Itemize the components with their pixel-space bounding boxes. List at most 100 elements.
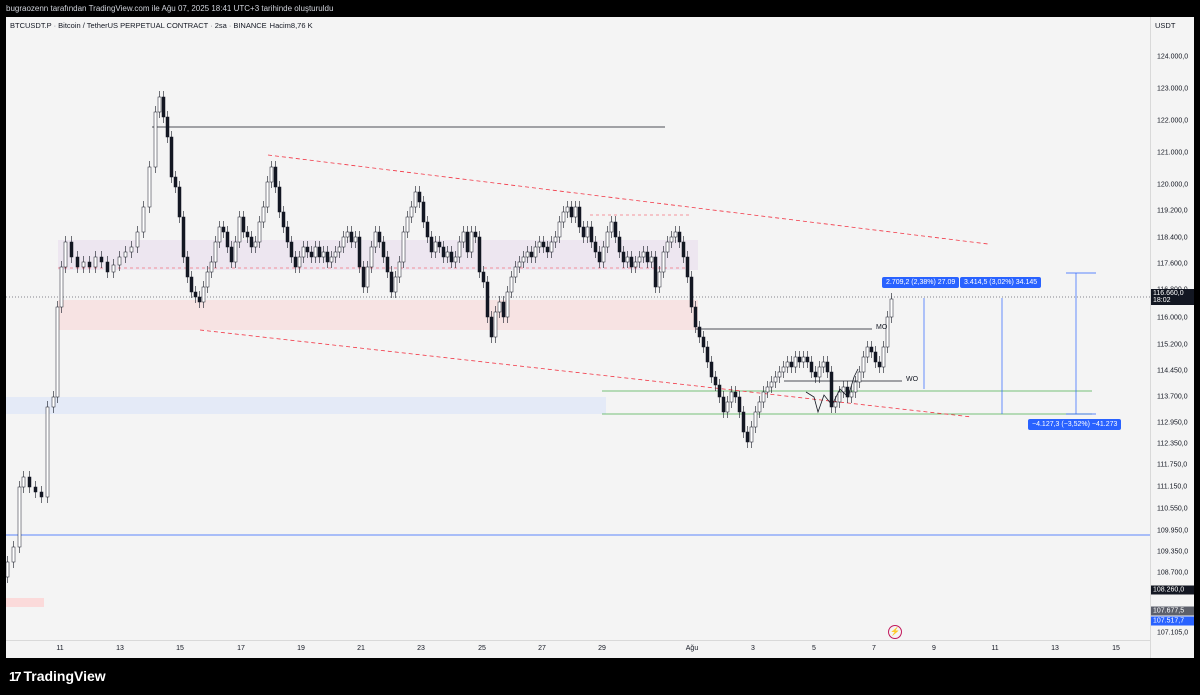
- candle-up: [517, 261, 522, 268]
- candle-down: [361, 266, 366, 288]
- candle-up: [297, 256, 302, 268]
- brand-name: TradingView: [23, 668, 106, 684]
- candle-up: [865, 346, 870, 358]
- candle-up: [81, 261, 86, 268]
- time-tick: 9: [932, 645, 936, 652]
- candle-down: [541, 241, 546, 248]
- candle-down: [429, 236, 434, 253]
- candle-down: [449, 251, 454, 263]
- candle-down: [689, 276, 694, 308]
- candle-down: [681, 241, 686, 258]
- candle-down: [597, 251, 602, 263]
- price-tick: 115.200,0: [1157, 341, 1188, 349]
- time-tick: 17: [237, 645, 245, 652]
- candle-down: [877, 361, 882, 368]
- candle-up: [853, 381, 858, 393]
- candle-down: [105, 261, 110, 273]
- candle-down: [425, 221, 430, 238]
- price-tick: 109.350,0: [1157, 548, 1189, 556]
- candle-up: [849, 391, 854, 398]
- candle-up: [885, 316, 890, 348]
- candle-down: [709, 361, 714, 378]
- price-axis[interactable]: USDT 124.000,0 123.000,0 122.000,0 121.000,…: [1150, 17, 1194, 658]
- candle-up: [765, 386, 770, 393]
- candle-up: [637, 256, 642, 263]
- candle-down: [289, 241, 294, 258]
- candle-down: [501, 301, 506, 318]
- candle-up: [141, 206, 146, 233]
- candle-down: [193, 291, 198, 298]
- candle-up: [209, 261, 214, 273]
- candle-up: [329, 256, 334, 263]
- time-axis[interactable]: 11 13 15 17 19 21 23 25 27 29 Ağu 3 5 7 9 11 13 15: [6, 640, 1150, 658]
- footer-bar: 17 TradingView: [0, 658, 1200, 695]
- candle-down: [697, 326, 702, 338]
- candle-up: [601, 246, 606, 263]
- candle-up: [793, 356, 798, 368]
- candle-up: [537, 241, 542, 248]
- candle-down: [99, 256, 104, 263]
- lightning-icon[interactable]: ⚡: [888, 625, 902, 639]
- candle-up: [111, 264, 116, 273]
- candle-down: [465, 231, 470, 253]
- tradingview-logo-icon: 17: [9, 668, 22, 684]
- candle-down: [33, 486, 38, 493]
- measure-label-2[interactable]: 3.414,5 (3,02%) 34.145: [960, 277, 1042, 288]
- price-tick: 112.350,0: [1157, 440, 1188, 448]
- candle-down: [809, 361, 814, 373]
- measure-label-3[interactable]: −4.127,3 (−3,52%) −41.273: [1028, 419, 1122, 430]
- candle-down: [277, 186, 282, 213]
- candle-up: [337, 246, 342, 253]
- candle-down: [181, 216, 186, 258]
- candle-down: [241, 216, 246, 233]
- candle-up: [321, 251, 326, 258]
- candle-down: [309, 251, 314, 258]
- premium-zone: [58, 300, 698, 330]
- candle-down: [621, 251, 626, 263]
- candle-up: [861, 356, 866, 373]
- time-tick: 5: [812, 645, 816, 652]
- candle-down: [545, 246, 550, 253]
- symbol-name: Bitcoin / TetherUS PERPETUAL CONTRACT: [58, 21, 209, 30]
- candle-up: [513, 266, 518, 278]
- tradingview-logo[interactable]: 17 TradingView: [9, 668, 106, 684]
- price-tick: 111.150,0: [1157, 483, 1188, 491]
- candle-up: [201, 286, 206, 303]
- candle-down: [869, 346, 874, 353]
- candle-up: [21, 476, 26, 488]
- candle-up: [345, 231, 350, 238]
- candle-down: [389, 271, 394, 293]
- candle-up: [253, 241, 258, 248]
- time-tick: 29: [598, 645, 606, 652]
- low-zone: [6, 598, 44, 607]
- candle-down: [173, 176, 178, 188]
- candle-down: [645, 251, 650, 263]
- candle-up: [857, 371, 862, 383]
- symbol-volume: Hacim8,76 K: [269, 21, 313, 30]
- price-plot[interactable]: [6, 17, 1150, 640]
- candle-up: [669, 236, 674, 243]
- candle-down: [721, 396, 726, 413]
- current-price-label: 116.660,0 18:02: [1151, 289, 1194, 305]
- candle-up: [561, 211, 566, 223]
- candle-up: [505, 291, 510, 318]
- measure-label-1[interactable]: 2.709,2 (2,38%) 27.09: [882, 277, 960, 288]
- candle-up: [493, 311, 498, 338]
- demand-zone: [6, 397, 606, 414]
- candle-up: [833, 401, 838, 408]
- candle-down: [741, 411, 746, 433]
- time-tick: 21: [357, 645, 365, 652]
- candle-up: [157, 96, 162, 113]
- symbol-info[interactable]: BTCUSDT.P · Bitcoin / TetherUS PERPETUAL C…: [10, 21, 313, 30]
- candle-up: [147, 166, 152, 208]
- candle-down: [693, 306, 698, 328]
- chart-area[interactable]: BTCUSDT.P · Bitcoin / TetherUS PERPETUAL C…: [6, 17, 1194, 658]
- candle-down: [229, 246, 234, 263]
- candle-down: [477, 236, 482, 273]
- candle-up: [59, 266, 64, 308]
- time-tick: 7: [872, 645, 876, 652]
- candle-up: [553, 236, 558, 243]
- candle-up: [205, 271, 210, 288]
- candle-up: [625, 256, 630, 263]
- candle-down: [69, 241, 74, 258]
